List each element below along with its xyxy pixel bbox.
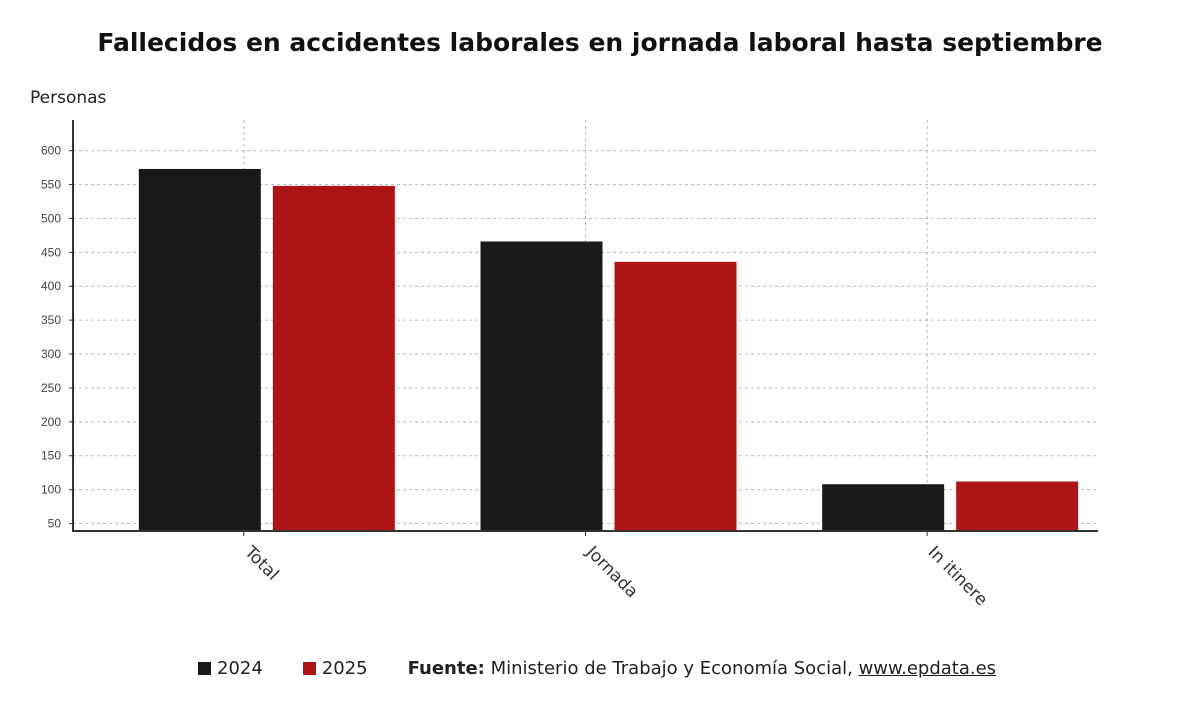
legend-item-2025: 2025	[302, 658, 368, 679]
x-tick-label: Total	[240, 542, 283, 585]
source-label: Fuente:	[407, 658, 485, 679]
legend: 2024 2025 Fuente: Ministerio de Trabajo …	[198, 658, 996, 679]
y-tick-label: 200	[41, 415, 61, 429]
y-axis-label: Personas	[30, 88, 107, 108]
legend-item-2024: 2024	[198, 658, 263, 679]
legend-swatch	[198, 662, 211, 675]
y-tick-label: 400	[41, 279, 61, 293]
bar-2024-in-itinere	[822, 484, 945, 531]
y-tick-label: 500	[41, 211, 61, 225]
legend-label: 2024	[217, 658, 263, 679]
bar-2025-in-itinere	[956, 481, 1079, 531]
y-tick-label: 350	[41, 313, 61, 327]
y-tick-label: 550	[41, 178, 61, 192]
y-tick-label: 600	[41, 144, 61, 158]
legend-swatch	[302, 662, 316, 675]
bar-2025-jornada	[614, 261, 737, 531]
source-link[interactable]: www.epdata.es	[858, 658, 997, 679]
x-tick-label: In itinere	[924, 542, 992, 610]
bar-2024-jornada	[480, 241, 603, 531]
y-tick-label: 250	[41, 381, 61, 395]
bar-2025-total	[272, 185, 395, 531]
y-tick-label: 450	[41, 245, 61, 259]
source-note: Fuente: Ministerio de Trabajo y Economía…	[408, 658, 996, 679]
y-tick-label: 100	[41, 483, 61, 497]
source-text: Ministerio de Trabajo y Economía Social,	[490, 658, 853, 679]
y-tick-label: 150	[41, 449, 61, 463]
x-tick-label: Jornada	[581, 542, 641, 602]
y-tick-label: 50	[48, 517, 62, 531]
y-tick-label: 300	[41, 347, 61, 361]
legend-label: 2025	[321, 658, 368, 679]
bar-2024-total	[138, 168, 261, 531]
chart-title: Fallecidos en accidentes laborales en jo…	[97, 28, 1103, 57]
